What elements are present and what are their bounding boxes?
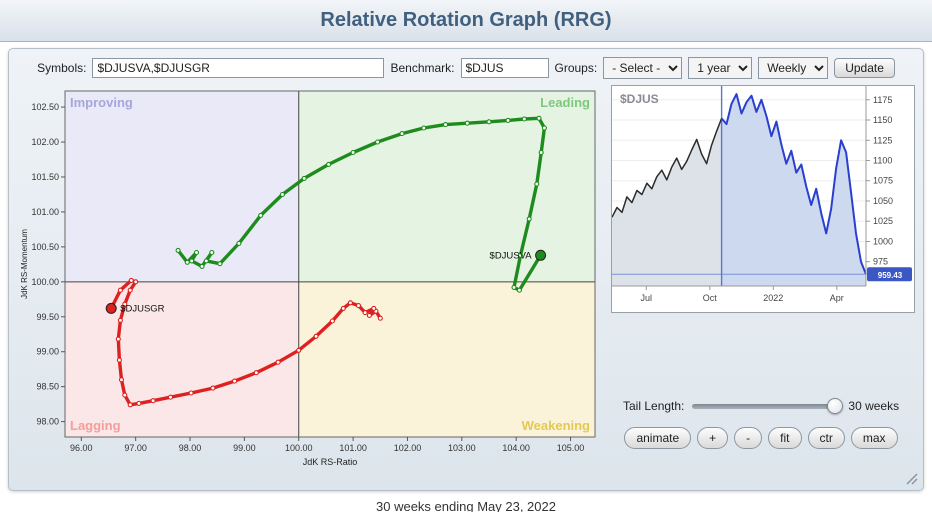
groups-label: Groups: [554,61,598,75]
svg-text:103.00: 103.00 [448,443,476,453]
tail-length-control: Tail Length: 30 weeks [611,397,915,414]
svg-text:102.00: 102.00 [394,443,422,453]
svg-text:1125: 1125 [873,135,892,145]
svg-text:Apr: Apr [830,293,844,303]
slider-knob-icon[interactable] [827,397,844,414]
svg-text:104.00: 104.00 [502,443,530,453]
content-area: Improving Leading Lagging Weakening 96.00 97.… [17,85,915,482]
svg-text:99.00: 99.00 [36,347,59,357]
center-button[interactable]: ctr [807,427,845,449]
svg-text:$DJUSVA: $DJUSVA [490,250,533,261]
svg-text:975: 975 [873,257,888,267]
svg-text:97.00: 97.00 [124,443,147,453]
svg-text:JdK RS-Momentum: JdK RS-Momentum [20,229,29,299]
svg-text:1000: 1000 [873,237,893,247]
svg-text:96.00: 96.00 [70,443,93,453]
svg-text:Weakening: Weakening [522,418,590,433]
period-select[interactable]: 1 year [688,57,753,79]
svg-text:Lagging: Lagging [70,418,121,433]
svg-text:$DJUSGR: $DJUSGR [120,303,164,314]
svg-text:2022: 2022 [763,293,783,303]
tail-length-label: Tail Length: [623,399,685,413]
svg-text:100.00: 100.00 [285,443,313,453]
svg-text:98.00: 98.00 [36,417,59,427]
svg-text:102.00: 102.00 [31,137,59,147]
svg-text:100.00: 100.00 [31,277,59,287]
rrg-chart-svg[interactable]: Improving Leading Lagging Weakening 96.00 97.… [17,85,602,477]
app-header: Relative Rotation Graph (RRG) [0,0,932,42]
svg-text:Oct: Oct [703,293,718,303]
chart-buttons: animate + - fit ctr max [611,427,915,449]
rrg-panel: Symbols: Benchmark: Groups: - Select - 1… [8,48,924,491]
rrg-chart[interactable]: Improving Leading Lagging Weakening 96.00 97.… [17,85,603,482]
footer: 30 weeks ending May 23, 2022 [0,499,932,512]
svg-text:1075: 1075 [873,176,893,186]
svg-text:98.50: 98.50 [36,382,59,392]
benchmark-label: Benchmark: [390,61,455,75]
svg-text:1050: 1050 [873,196,893,206]
svg-text:99.00: 99.00 [233,443,256,453]
svg-text:Leading: Leading [540,95,590,110]
tail-length-value: 30 weeks [848,399,900,413]
symbols-input[interactable] [92,58,385,78]
svg-text:101.00: 101.00 [31,207,59,217]
price-chart-svg[interactable]: 975 1000 1025 1050 1075 1100 1125 1150 1175 Jul Oc… [612,86,914,312]
benchmark-input[interactable] [460,58,549,78]
resize-handle-icon[interactable] [905,472,919,486]
groups-select[interactable]: - Select - [603,57,683,79]
svg-text:105.00: 105.00 [557,443,585,453]
svg-text:1150: 1150 [873,115,892,125]
svg-text:JdK RS-Ratio: JdK RS-Ratio [303,457,358,467]
svg-text:$DJUS: $DJUS [620,92,659,106]
benchmark-price-chart[interactable]: 975 1000 1025 1050 1075 1100 1125 1150 1175 Jul Oc… [611,85,915,313]
animate-button[interactable]: animate [624,427,692,449]
symbols-label: Symbols: [37,61,87,75]
svg-text:101.00: 101.00 [339,443,367,453]
update-button[interactable]: Update [834,58,895,78]
right-column: 975 1000 1025 1050 1075 1100 1125 1150 1175 Jul Oc… [611,85,915,477]
toolbar: Symbols: Benchmark: Groups: - Select - 1… [17,55,915,81]
frequency-select[interactable]: Weekly [758,57,829,79]
svg-text:1175: 1175 [873,95,892,105]
spacer [611,313,915,399]
footer-caption: 30 weeks ending May 23, 2022 [376,499,556,512]
svg-text:101.50: 101.50 [31,172,59,182]
fit-button[interactable]: fit [768,427,802,449]
zoom-in-button[interactable]: + [697,427,729,449]
svg-text:1100: 1100 [873,156,892,166]
zoom-out-button[interactable]: - [734,427,763,449]
svg-text:99.50: 99.50 [36,312,59,322]
max-button[interactable]: max [850,427,898,449]
svg-text:100.50: 100.50 [31,242,59,252]
tail-length-slider[interactable] [692,397,844,414]
svg-text:Improving: Improving [70,95,133,110]
svg-text:98.00: 98.00 [179,443,202,453]
svg-text:Jul: Jul [641,293,653,303]
svg-text:102.50: 102.50 [31,102,59,112]
svg-text:1025: 1025 [873,216,893,226]
page-title: Relative Rotation Graph (RRG) [320,9,612,31]
svg-text:959.43: 959.43 [878,271,903,280]
